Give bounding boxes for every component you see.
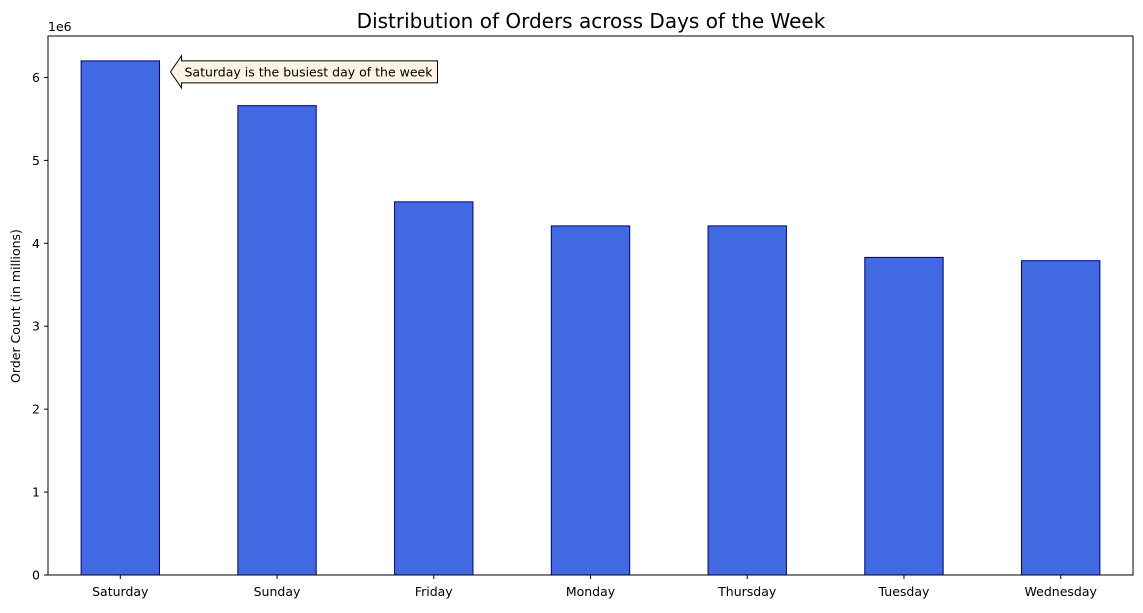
bar-thursday [707, 225, 787, 576]
x-tick-label: Friday [415, 584, 453, 599]
x-tick-label: Sunday [254, 584, 301, 599]
y-tick-label: 1 [32, 485, 40, 500]
y-axis-ticks: 0 1 2 3 4 5 6 [32, 70, 48, 583]
x-axis-ticks: Saturday Sunday Friday Monday Thursday Tuesda… [92, 575, 1097, 599]
chart-title: Distribution of Orders across Days of th… [357, 9, 826, 33]
x-tick-label: Monday [566, 584, 616, 599]
y-tick-label: 0 [32, 568, 40, 583]
bar-sunday [237, 105, 317, 576]
y-axis-label: Order Count (in millions) [8, 229, 23, 383]
bar-tuesday [864, 256, 944, 576]
y-tick-label: 5 [32, 153, 40, 168]
y-tick-label: 2 [32, 402, 40, 417]
y-axis-offset-label: 1e6 [48, 19, 72, 34]
annotation-arrow-box [169, 54, 438, 90]
bar-monday [550, 225, 631, 576]
annotation: Saturday is the busiest day of the week [169, 54, 438, 90]
x-tick-label: Thursday [717, 584, 777, 599]
plot-area-frame [47, 35, 1134, 576]
annotation-text: Saturday is the busiest day of the week [184, 64, 433, 79]
bar-saturday [80, 60, 160, 576]
x-tick-label: Saturday [92, 584, 149, 599]
y-tick-label: 4 [32, 236, 40, 251]
y-tick-label: 6 [32, 70, 40, 85]
x-tick-label: Wednesday [1025, 584, 1098, 599]
bar-friday [394, 201, 474, 576]
y-tick-label: 3 [32, 319, 40, 334]
bars-group [80, 60, 1101, 576]
bar-wednesday [1021, 260, 1101, 576]
x-tick-label: Tuesday [878, 584, 930, 599]
